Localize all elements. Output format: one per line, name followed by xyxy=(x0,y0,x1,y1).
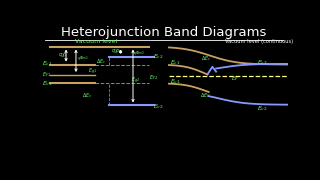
Text: $\Delta E_V$: $\Delta E_V$ xyxy=(200,91,211,100)
Text: $E_{g1}$: $E_{g1}$ xyxy=(88,67,98,77)
Text: $E_{F2}$: $E_{F2}$ xyxy=(149,73,158,82)
Text: Heterojunction Band Diagrams: Heterojunction Band Diagrams xyxy=(61,26,267,39)
Text: $E_{c2}$: $E_{c2}$ xyxy=(153,52,164,61)
Text: $\Delta E_c$: $\Delta E_c$ xyxy=(96,57,106,66)
Text: $q\Phi_{m1}$: $q\Phi_{m1}$ xyxy=(77,54,89,62)
Text: $E_{F1}$: $E_{F1}$ xyxy=(43,71,52,79)
Text: $E_{v1}$: $E_{v1}$ xyxy=(43,79,53,88)
Text: $E_{c1}$: $E_{c1}$ xyxy=(170,58,181,67)
Text: $E_{v2}$: $E_{v2}$ xyxy=(257,104,268,113)
Text: Vacuum level (continuous): Vacuum level (continuous) xyxy=(225,39,293,44)
Text: $E_{g2}$: $E_{g2}$ xyxy=(131,76,140,86)
Text: Vacuum level: Vacuum level xyxy=(75,39,117,44)
Text: $\Delta E_v$: $\Delta E_v$ xyxy=(82,91,92,100)
Text: $q\chi_1$: $q\chi_1$ xyxy=(58,51,68,59)
Text: $E_{v1}$: $E_{v1}$ xyxy=(170,77,181,86)
Text: $E_{c1}$: $E_{c1}$ xyxy=(43,59,53,68)
Text: $\Delta E_c$: $\Delta E_c$ xyxy=(201,54,212,63)
Text: $q\Phi_{m2}$: $q\Phi_{m2}$ xyxy=(133,49,145,57)
Text: $q\chi_2$: $q\chi_2$ xyxy=(111,47,120,55)
Text: $E_F$: $E_F$ xyxy=(231,74,239,83)
Text: $E_{v2}$: $E_{v2}$ xyxy=(153,102,164,111)
Text: $E_{c2}$: $E_{c2}$ xyxy=(257,58,268,67)
